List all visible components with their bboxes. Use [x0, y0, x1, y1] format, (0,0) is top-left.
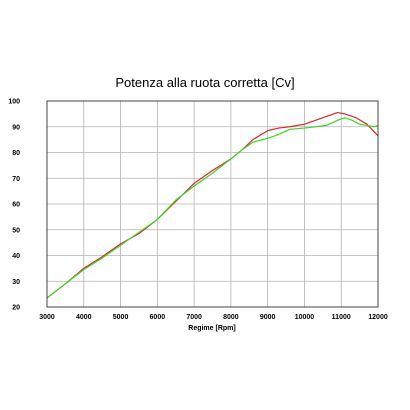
- x-tick-label: 12000: [368, 314, 388, 321]
- x-axis-label: Regime [Rpm]: [188, 325, 235, 332]
- series-line-1: [46, 111, 379, 299]
- y-tick-label: 90: [12, 124, 20, 131]
- y-tick-label: 60: [12, 202, 20, 209]
- tick-labels: 3000 4000 5000 6000 7000 8000 9000 10000 11000 12…: [8, 99, 388, 322]
- y-tick-label: 80: [12, 150, 20, 157]
- series-line-2: [46, 117, 379, 299]
- y-tick-label: 30: [12, 279, 20, 286]
- y-tick-label: 40: [12, 253, 20, 260]
- chart-title: Potenza alla ruota corretta [Cv]: [115, 75, 294, 90]
- x-tick-label: 3000: [39, 314, 55, 321]
- x-tick-label: 6000: [150, 314, 166, 321]
- x-tick-label: 9000: [260, 314, 276, 321]
- x-tick-label: 4000: [76, 314, 92, 321]
- y-tick-label: 50: [12, 227, 20, 234]
- grid: [47, 101, 378, 307]
- plot-area-frame: [46, 100, 379, 308]
- x-tick-label: 7000: [186, 314, 202, 321]
- series-lines: [46, 111, 379, 299]
- x-tick-label: 11000: [332, 314, 351, 321]
- y-tick-label: 70: [12, 176, 20, 183]
- x-tick-label: 5000: [113, 314, 129, 321]
- y-tick-label: 20: [12, 305, 20, 312]
- y-tick-label: 100: [8, 99, 20, 106]
- x-tick-label: 8000: [223, 314, 239, 321]
- x-tick-label: 10000: [295, 314, 315, 321]
